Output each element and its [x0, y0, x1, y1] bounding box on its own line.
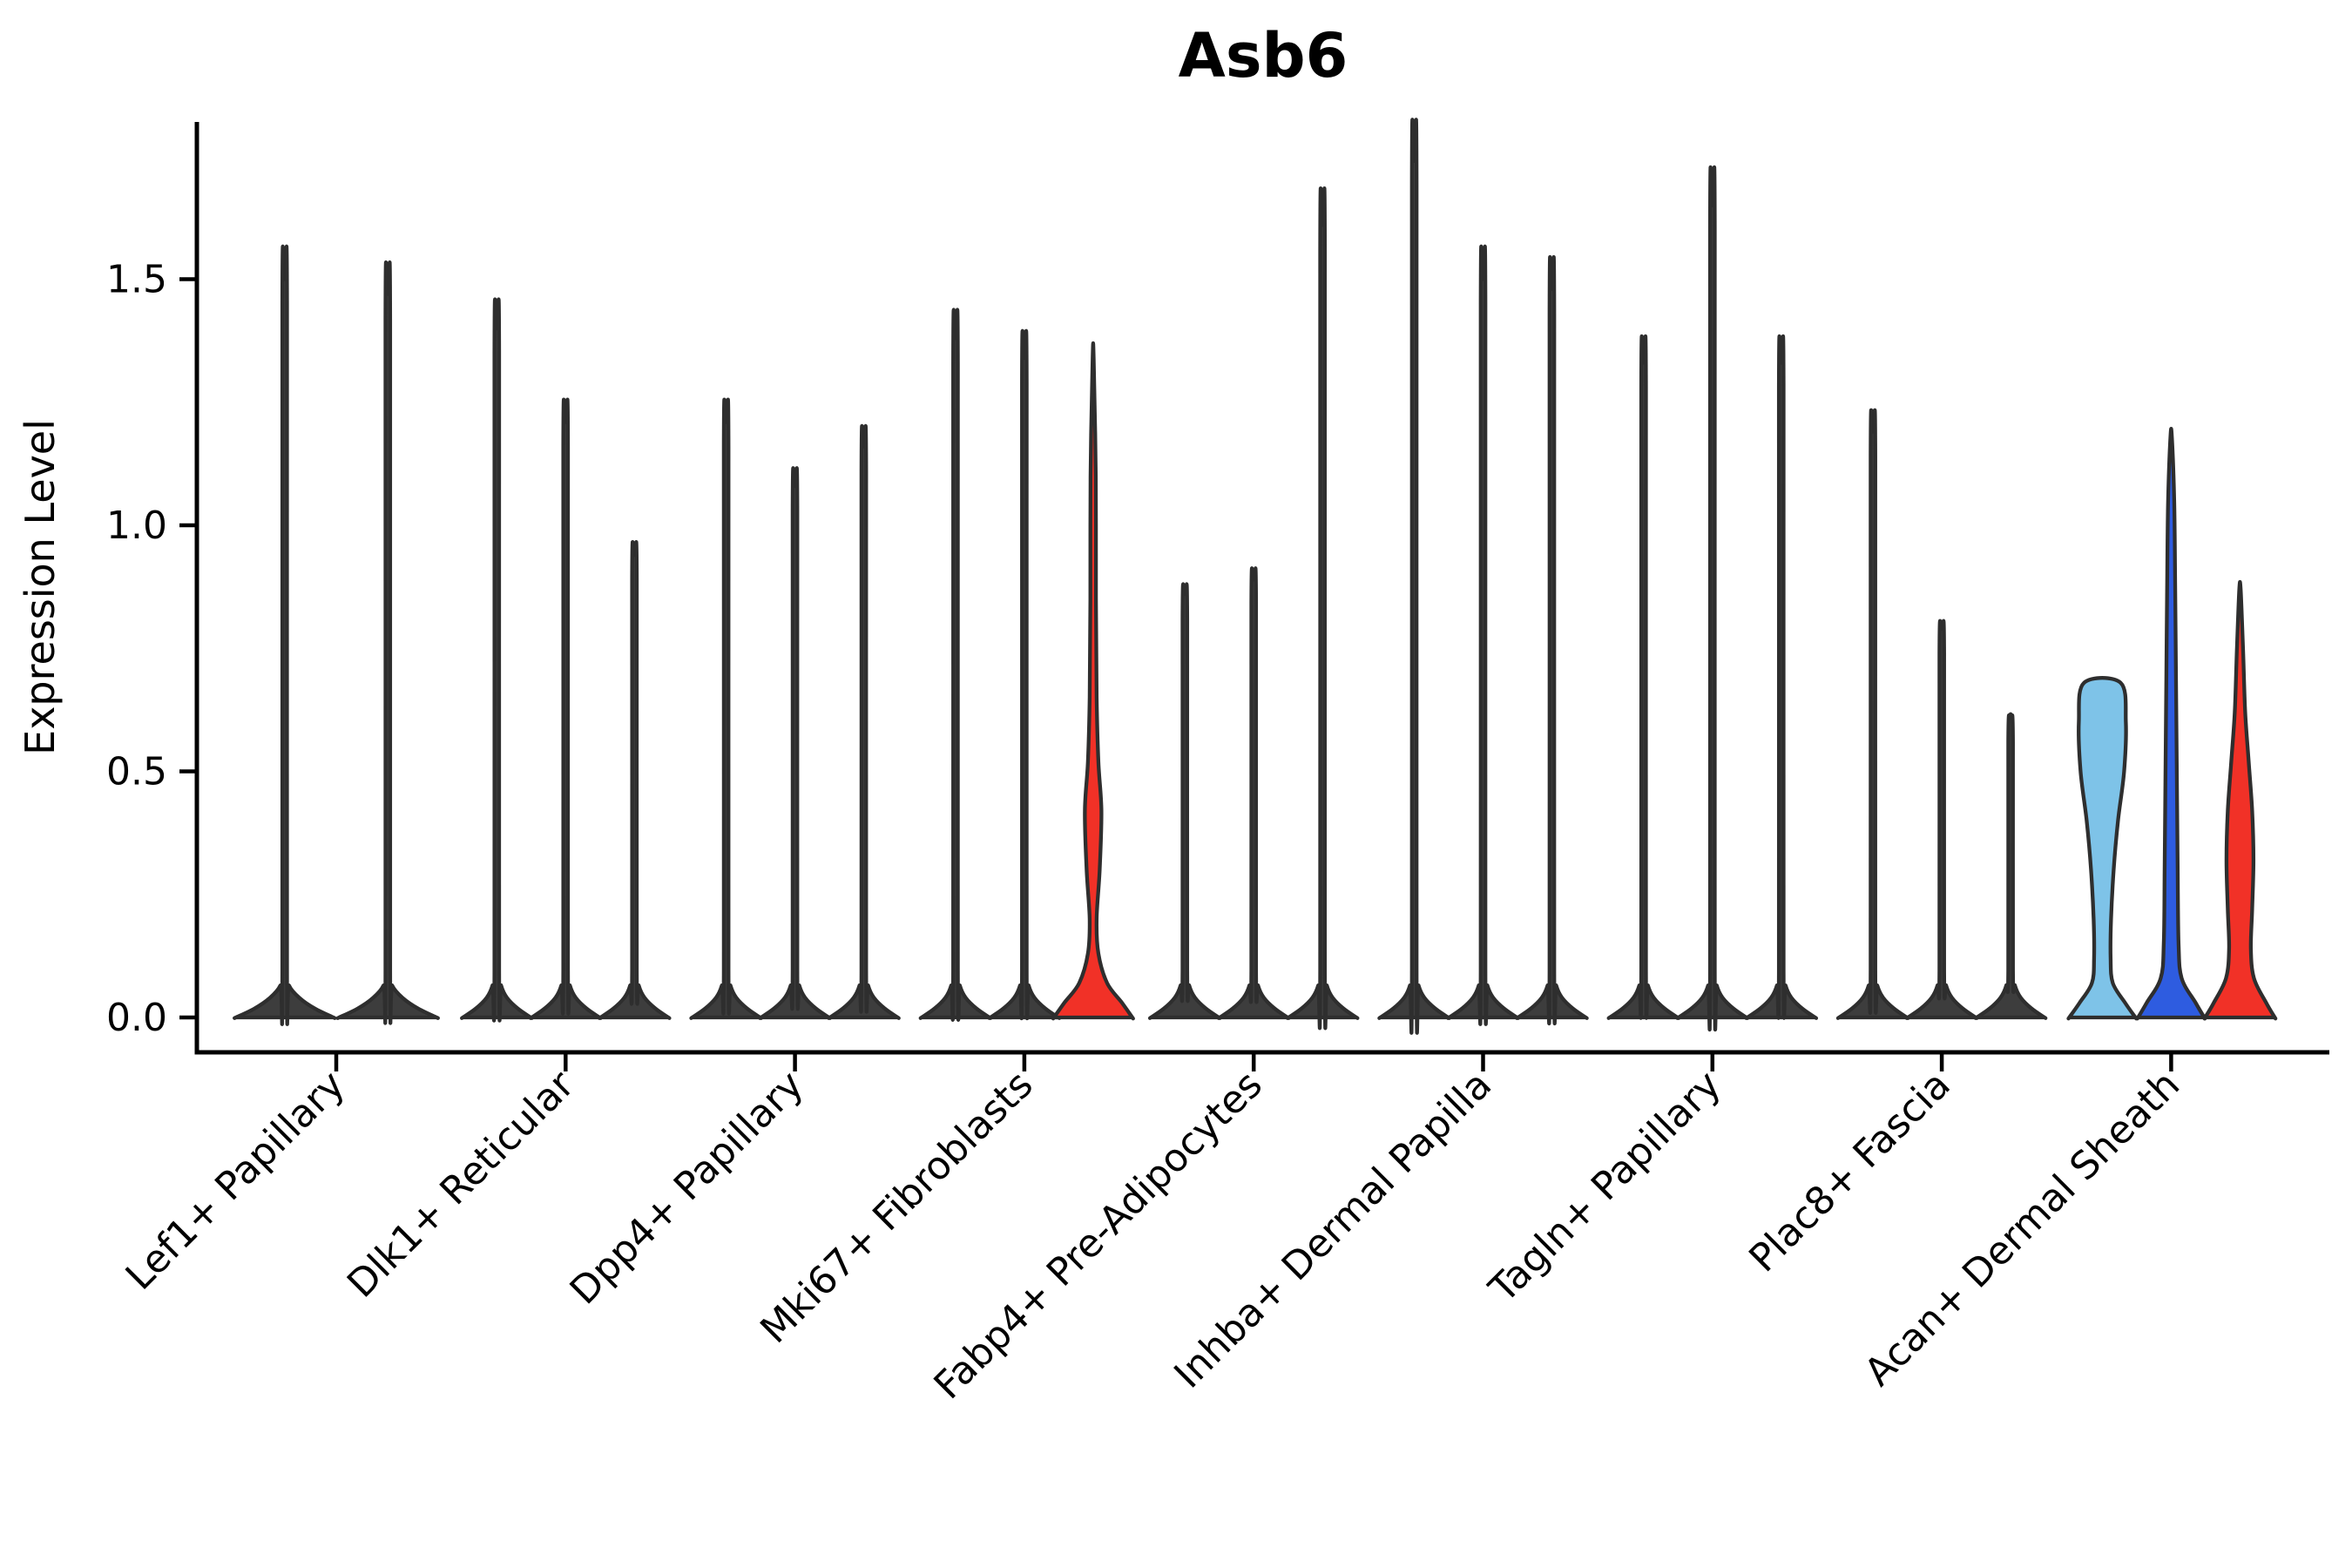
x-tick-label: Lef1+ Papillary [118, 1063, 354, 1299]
violin-plac8-1 [1835, 408, 1910, 1020]
violin-tagln-2 [1675, 166, 1750, 1032]
violin-dpp4-3 [827, 423, 901, 1020]
violin-dlk1-1 [460, 297, 534, 1023]
y-tick-label: 0.5 [106, 750, 167, 794]
violin-fabp4-2 [1216, 566, 1291, 1020]
violin-tagln-3 [1744, 334, 1819, 1020]
x-tick-label: Plac8+ Fascia [1740, 1063, 1959, 1281]
x-tick-label: Dlk1+ Reticular [339, 1062, 584, 1307]
violin-lef1-1 [233, 244, 337, 1026]
violin-lef1-2 [335, 260, 440, 1025]
y-tick-label: 1.0 [106, 504, 167, 548]
violin-fabp4-3 [1285, 186, 1360, 1031]
violin-plac8-2 [1904, 618, 1979, 1020]
violin-inhba-3 [1515, 254, 1589, 1025]
y-tick-label: 1.5 [106, 258, 167, 302]
violin-dpp4-1 [689, 397, 763, 1020]
y-axis-label: Expression Level [17, 419, 64, 755]
violin-mki67-3 [1051, 341, 1135, 1021]
violin-inhba-1 [1377, 118, 1451, 1035]
violin-dpp4-2 [758, 466, 832, 1020]
violin-tagln-1 [1606, 334, 1681, 1020]
chart-title: Asb6 [1179, 20, 1348, 91]
violin-dlk1-2 [529, 397, 603, 1020]
violin-mki67-1 [918, 308, 993, 1022]
violin-acan-2 [2135, 427, 2207, 1021]
violin-plac8-3 [1973, 712, 2048, 1020]
violin-mki67-2 [987, 328, 1062, 1020]
violin-fabp4-1 [1147, 582, 1222, 1020]
violin-inhba-2 [1446, 244, 1520, 1026]
x-tick-label: Dpp4+ Papillary [562, 1063, 813, 1314]
violin-dlk1-3 [598, 539, 672, 1020]
violin-acan-1 [2066, 676, 2139, 1021]
x-tick-label: Tagln+ Papillary [1480, 1063, 1729, 1312]
y-tick-label: 0.0 [106, 996, 167, 1040]
violin-layer [233, 118, 2278, 1035]
violin-acan-3 [2202, 579, 2278, 1021]
